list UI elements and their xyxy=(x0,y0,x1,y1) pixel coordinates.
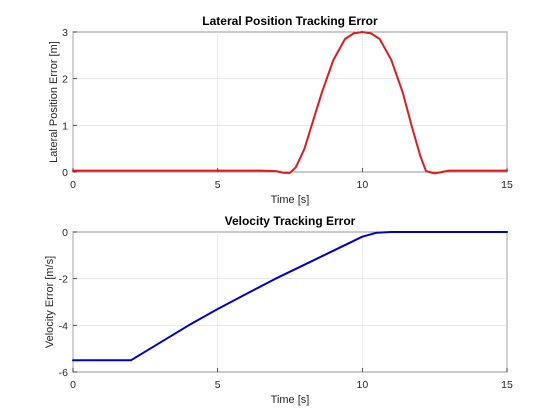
x-tick-label: 0 xyxy=(70,379,76,391)
y-tick-label: 2 xyxy=(62,74,68,86)
y-tick-label: -2 xyxy=(59,274,68,286)
y-tick-label: 1 xyxy=(62,120,68,132)
x-tick-label: 10 xyxy=(356,179,368,191)
chart-title: Lateral Position Tracking Error xyxy=(202,14,378,28)
x-tick-label: 15 xyxy=(501,379,513,391)
plot-area xyxy=(72,31,508,173)
plot-area xyxy=(72,231,508,373)
x-tick-label: 15 xyxy=(501,179,513,191)
x-tick-label: 5 xyxy=(215,379,221,391)
x-tick-label: 5 xyxy=(215,179,221,191)
x-tick-label: 10 xyxy=(356,379,368,391)
x-tick-label: 0 xyxy=(70,179,76,191)
y-tick-label: -4 xyxy=(59,320,68,332)
y-tick-label: -6 xyxy=(59,367,68,379)
y-tick-label: 0 xyxy=(62,227,68,239)
series-line xyxy=(72,231,508,362)
chart-title: Velocity Tracking Error xyxy=(225,214,356,228)
y-axis-label: Velocity Error [m/s] xyxy=(44,256,56,348)
lateral-position-axes: 0 5 10 15 0 1 2 3 Lateral Position Tracking Err… xyxy=(48,14,513,206)
y-tick-label: 3 xyxy=(62,27,68,39)
y-tick-label: 0 xyxy=(62,167,68,179)
velocity-axes: 0 5 10 15 -6 -4 -2 0 Velocity Tracking Error Ti… xyxy=(44,214,513,406)
series-line xyxy=(72,31,508,175)
y-axis-label: Lateral Position Error [m] xyxy=(48,41,60,163)
x-axis-label: Time [s] xyxy=(271,394,310,406)
x-axis-label: Time [s] xyxy=(271,194,310,206)
